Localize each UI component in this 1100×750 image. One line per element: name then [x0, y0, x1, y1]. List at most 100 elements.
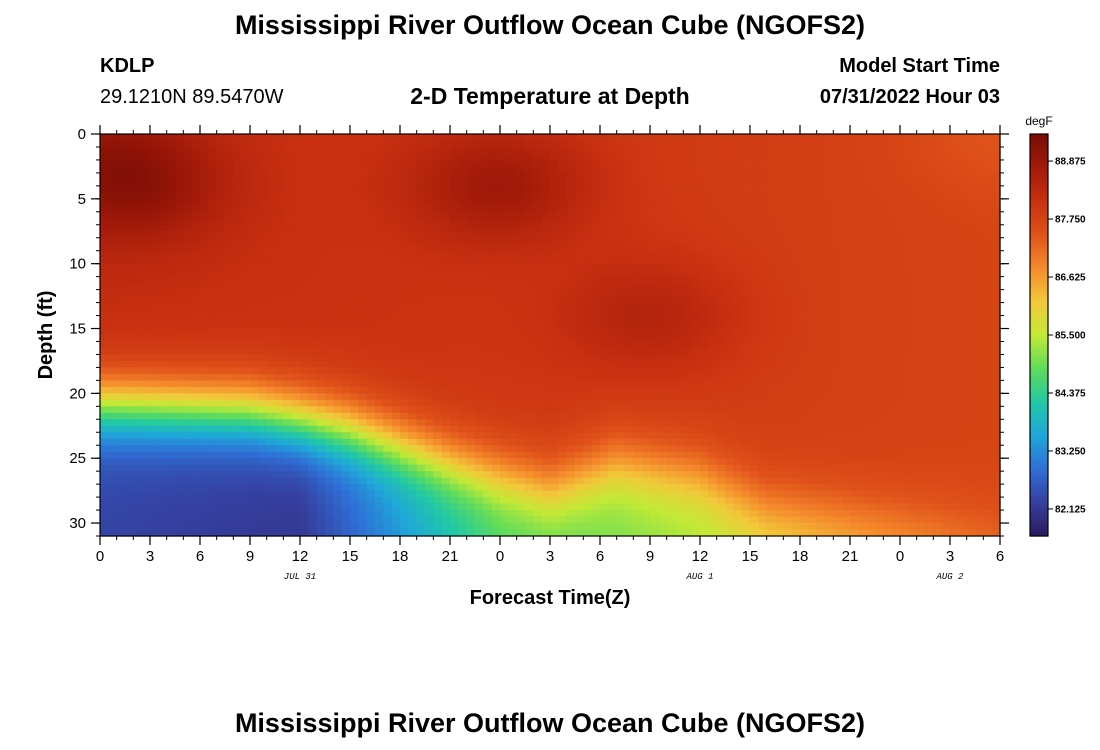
heatmap-cell	[441, 354, 451, 362]
heatmap-cell	[708, 172, 718, 180]
heatmap-cell	[358, 211, 368, 219]
heatmap-cell	[350, 211, 359, 219]
heatmap-cell	[358, 347, 368, 356]
heatmap-cell	[733, 354, 743, 362]
heatmap-cell	[758, 516, 768, 524]
heatmap-cell	[516, 140, 526, 148]
heatmap-cell	[450, 354, 459, 362]
heatmap-cell	[175, 471, 184, 479]
heatmap-cell	[558, 205, 568, 213]
heatmap-cell	[708, 198, 718, 206]
heatmap-cell	[766, 237, 776, 245]
heatmap-cell	[125, 198, 134, 206]
heatmap-cell	[625, 231, 634, 239]
heatmap-cell	[416, 231, 426, 239]
heatmap-cell	[558, 166, 568, 174]
heatmap-cell	[291, 218, 301, 226]
heatmap-cell	[733, 140, 743, 148]
heatmap-cell	[583, 211, 593, 219]
heatmap-cell	[416, 386, 426, 394]
heatmap-cell	[450, 309, 459, 317]
heatmap-cell	[308, 490, 318, 498]
heatmap-cell	[225, 516, 234, 524]
heatmap-cell	[358, 399, 368, 407]
heatmap-cell	[758, 451, 768, 459]
heatmap-cell	[466, 244, 476, 252]
heatmap-cell	[616, 140, 626, 148]
heatmap-cell	[708, 380, 718, 388]
heatmap-cell	[150, 347, 159, 356]
heatmap-cell	[191, 484, 201, 492]
heatmap-cell	[116, 335, 126, 343]
heatmap-cell	[150, 490, 159, 498]
heatmap-cell	[541, 432, 551, 440]
heatmap-cell	[491, 367, 501, 375]
heatmap-cell	[683, 140, 693, 148]
heatmap-cell	[616, 218, 626, 226]
heatmap-cell	[416, 445, 426, 453]
heatmap-cell	[275, 419, 284, 427]
heatmap-cell	[750, 497, 759, 505]
heatmap-cell	[725, 231, 734, 239]
heatmap-cell	[466, 412, 476, 420]
heatmap-cell	[766, 328, 776, 336]
heatmap-cell	[508, 510, 518, 518]
heatmap-cell	[258, 432, 268, 440]
heatmap-cell	[200, 412, 209, 420]
heatmap-cell	[358, 257, 368, 265]
heatmap-cell	[508, 529, 518, 537]
heatmap-cell	[283, 322, 293, 330]
heatmap-cell	[325, 451, 334, 459]
heatmap-cell	[400, 393, 409, 401]
heatmap-cell	[183, 484, 193, 492]
heatmap-cell	[325, 393, 334, 401]
heatmap-cell	[616, 432, 626, 440]
heatmap-cell	[166, 302, 176, 310]
heatmap-cell	[258, 412, 268, 420]
heatmap-cell	[433, 354, 443, 362]
heatmap-cell	[700, 503, 709, 511]
heatmap-cell	[741, 360, 751, 369]
heatmap-cell	[433, 328, 443, 336]
heatmap-cell	[450, 445, 459, 453]
heatmap-cell	[141, 471, 151, 479]
heatmap-cell	[516, 373, 526, 381]
heatmap-cell	[333, 146, 343, 155]
heatmap-cell	[308, 159, 318, 168]
heatmap-cell	[350, 276, 359, 284]
heatmap-cell	[475, 347, 484, 356]
heatmap-cell	[125, 146, 134, 155]
heatmap-cell	[600, 211, 609, 219]
heatmap-cell	[216, 159, 226, 168]
heatmap-cell	[191, 198, 201, 206]
heatmap-cell	[675, 218, 684, 226]
heatmap-cell	[383, 302, 393, 310]
heatmap-cell	[591, 244, 601, 252]
heatmap-cell	[233, 237, 243, 245]
heatmap-cell	[275, 523, 284, 531]
heatmap-cell	[366, 477, 376, 485]
heatmap-cell	[650, 237, 659, 245]
heatmap-cell	[500, 523, 509, 531]
heatmap-cell	[658, 296, 668, 304]
heatmap-cell	[491, 335, 501, 343]
heatmap-cell	[375, 503, 384, 511]
heatmap-cell	[733, 451, 743, 459]
heatmap-cell	[508, 244, 518, 252]
heatmap-cell	[650, 445, 659, 453]
heatmap-cell	[550, 471, 559, 479]
heatmap-cell	[391, 458, 401, 466]
heatmap-cell	[525, 283, 534, 291]
heatmap-cell	[125, 354, 134, 362]
heatmap-cell	[691, 257, 701, 265]
heatmap-cell	[325, 179, 334, 187]
heatmap-cell	[391, 224, 401, 232]
heatmap-cell	[241, 354, 251, 362]
heatmap-cell	[700, 380, 709, 388]
heatmap-cell	[200, 393, 209, 401]
heatmap-cell	[483, 140, 493, 148]
heatmap-cell	[508, 315, 518, 323]
heatmap-cell	[750, 354, 759, 362]
heatmap-cell	[641, 393, 651, 401]
heatmap-cell	[141, 296, 151, 304]
